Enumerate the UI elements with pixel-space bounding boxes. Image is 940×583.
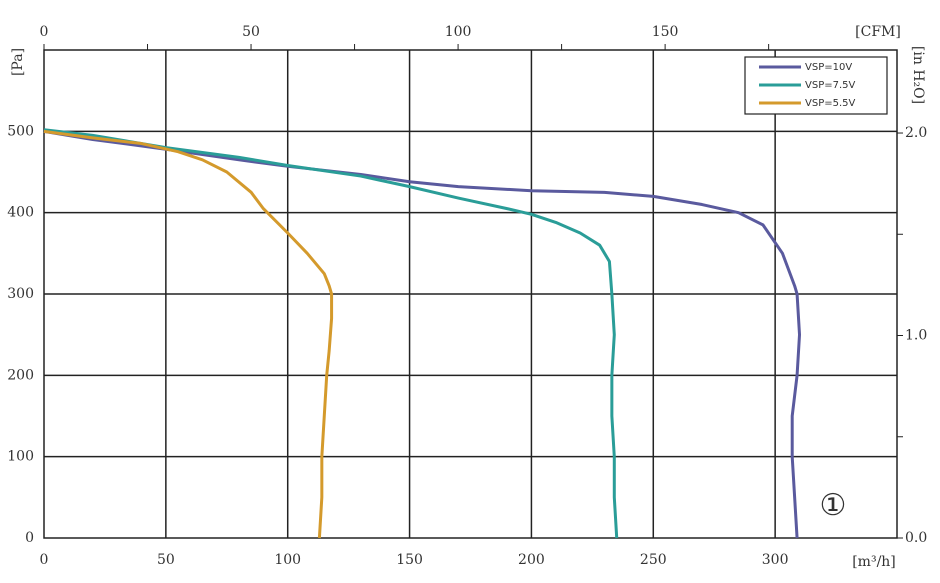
y-axis-label: [Pa]: [10, 48, 26, 76]
x2-tick-label: 0: [40, 24, 49, 40]
line-series: [43, 129, 334, 539]
y-tick-label: 400: [7, 205, 34, 221]
legend-label: VSP=10V: [805, 62, 852, 73]
plot-frame: [43, 49, 898, 539]
y-tick-label: 0: [25, 530, 34, 546]
x2-tick-label: 50: [242, 24, 260, 40]
y-tick-label: 100: [7, 449, 34, 465]
x-tick-label: 250: [640, 552, 667, 568]
y2-axis-label: [in H₂O]: [910, 46, 926, 104]
x-tick-label: 100: [274, 552, 301, 568]
x-tick-label: 50: [157, 552, 175, 568]
legend-label: VSP=5.5V: [805, 98, 856, 109]
y2-tick-label: 1.0: [905, 328, 927, 344]
x-tick-label: 0: [40, 552, 49, 568]
legend-label: VSP=7.5V: [805, 80, 856, 91]
line-series: [43, 129, 802, 539]
x-tick-label: 200: [518, 552, 545, 568]
line-series: [43, 128, 619, 539]
y2-tick-label: 2.0: [905, 125, 927, 141]
y-tick-label: 500: [7, 123, 34, 139]
x-tick-label: 150: [396, 552, 423, 568]
x-tick-label: 300: [762, 552, 789, 568]
y-tick-label: 300: [7, 286, 34, 302]
x2-tick-label: 150: [652, 24, 679, 40]
y-tick-label: 200: [7, 367, 34, 383]
x-axis-label: [m³/h]: [852, 554, 896, 570]
x2-axis-label: [CFM]: [855, 24, 901, 40]
x2-tick-label: 100: [445, 24, 472, 40]
annotation: ①: [820, 488, 847, 523]
y2-tick-label: 0.0: [905, 530, 927, 546]
